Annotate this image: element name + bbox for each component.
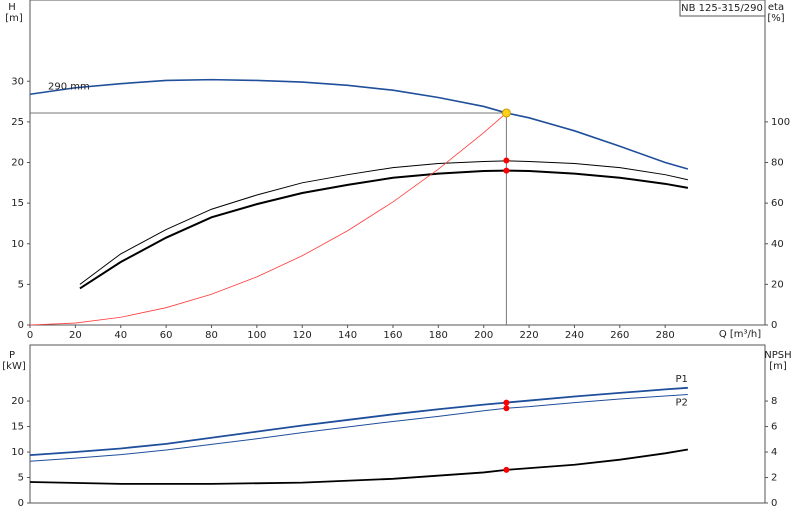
x-tick-label: 120 [293,330,312,341]
y2-axis-unit: [%] [767,13,784,24]
curve-label: P2 [675,397,687,408]
curve [29,393,688,462]
x-tick-label: 100 [247,330,266,341]
y2-axis-label: eta [768,2,784,13]
y-tick-label: 25 [11,117,24,128]
y2-tick-label: 40 [771,239,784,250]
y2-tick-label: 2 [771,473,777,484]
y-tick-label: 10 [11,447,24,458]
x-tick-label: 80 [205,330,218,341]
y2-axis-unit: [m] [769,361,787,372]
y-tick-label: 30 [11,76,24,87]
x-tick-label: 20 [69,330,82,341]
y-tick-label: 15 [11,198,24,209]
y-tick-label: 5 [18,279,24,290]
x-tick-label: 260 [610,330,629,341]
y2-tick-label: 80 [771,158,784,169]
y-tick-label: 15 [11,422,24,433]
curve [29,78,689,170]
y2-tick-label: 100 [771,117,790,128]
y-tick-label: 0 [18,320,24,331]
x-tick-label: 140 [338,330,357,341]
y2-tick-label: 20 [771,279,784,290]
curve-label: 290 mm [48,81,90,92]
operating-point [501,108,511,118]
y-axis-label: H [8,2,16,13]
y-tick-label: 0 [18,498,24,509]
y2-tick-label: 8 [771,396,777,407]
bottom-plot-frame [29,344,766,504]
y-axis-unit: [m] [5,13,23,24]
x-tick-label: 220 [520,330,539,341]
x-tick-label: 60 [160,330,173,341]
curve-label: P1 [675,374,687,385]
x-tick-label: 0 [27,330,33,341]
x-tick-label: 160 [383,330,402,341]
y-axis-unit: [kW] [2,361,26,372]
y2-tick-label: 6 [771,422,777,433]
x-tick-label: 280 [656,330,675,341]
y2-tick-label: 4 [771,447,777,458]
y2-tick-label: 0 [771,320,777,331]
x-tick-label: 200 [474,330,493,341]
operating-point [503,466,510,473]
y2-tick-label: 60 [771,198,784,209]
x-tick-label: 40 [114,330,127,341]
top-plot-frame [29,0,766,326]
operating-point [503,399,510,406]
curve [79,160,688,285]
y2-axis-label: NPSH [764,350,791,361]
y-tick-label: 10 [11,239,24,250]
curve [29,448,689,485]
y-tick-label: 20 [11,158,24,169]
operating-point [503,405,510,412]
operating-point [503,167,510,174]
y-tick-label: 20 [11,396,24,407]
x-tick-label: 180 [429,330,448,341]
y-axis-label: P [9,350,15,361]
x-axis-label: Q [m³/h] [719,329,761,340]
title-box [679,0,766,17]
curve [79,169,689,290]
y-tick-label: 5 [18,473,24,484]
chart-title: NB 125-315/290 [681,3,763,14]
curve [29,386,688,456]
operating-point [503,157,510,164]
curve [29,112,507,326]
x-tick-label: 240 [565,330,584,341]
y2-tick-label: 0 [771,498,777,509]
